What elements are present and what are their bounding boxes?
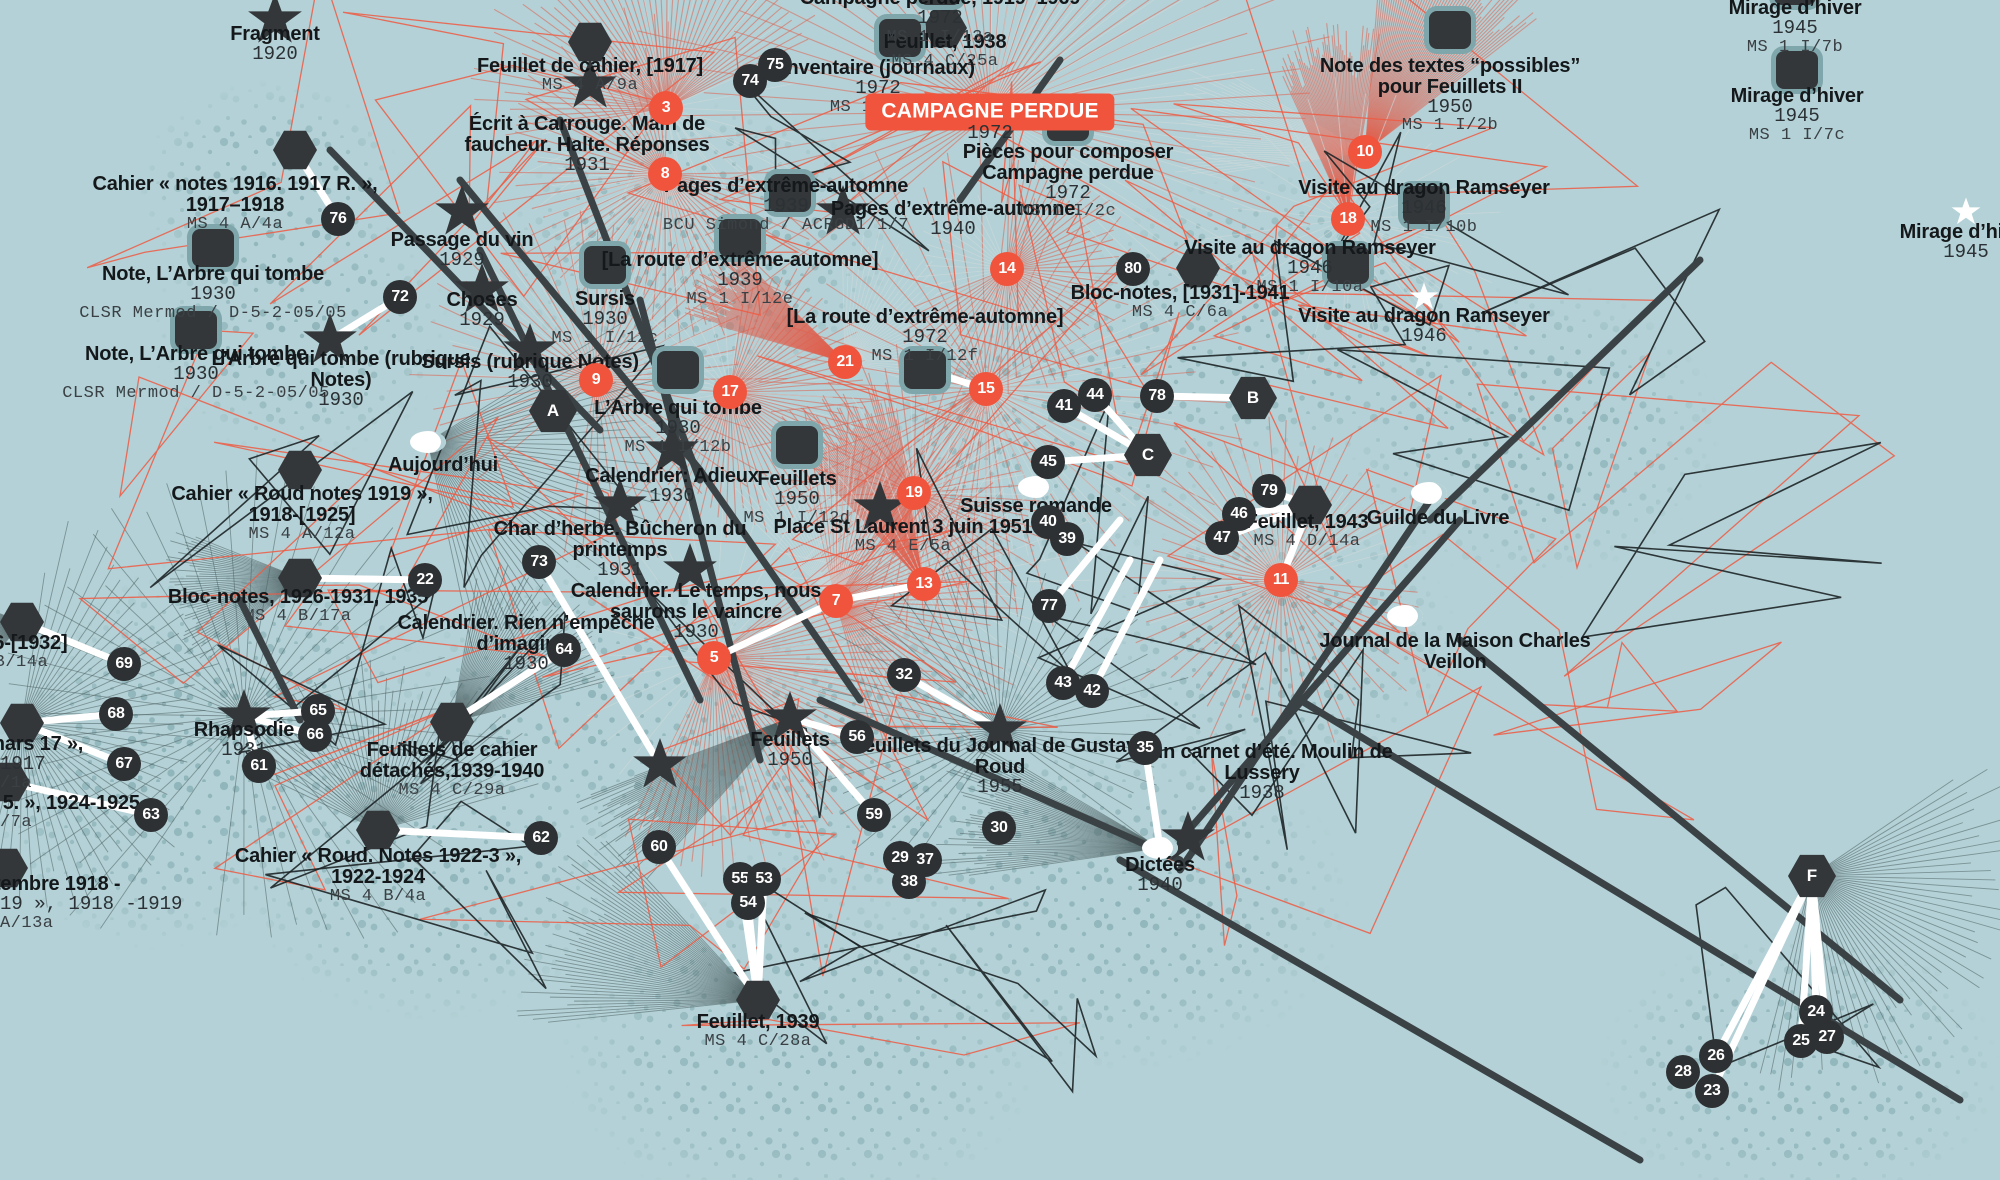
map-node-cahier-roud-1919[interactable] bbox=[278, 450, 322, 490]
node-badge-23[interactable]: 23 bbox=[1695, 1074, 1729, 1108]
node-badge-28[interactable]: 28 bbox=[1666, 1055, 1700, 1089]
letter-node-B[interactable]: B bbox=[1229, 376, 1277, 420]
map-node-feuillet-1943[interactable] bbox=[1288, 485, 1332, 525]
node-badge-21[interactable]: 21 bbox=[828, 345, 862, 379]
node-badge-43[interactable]: 43 bbox=[1046, 666, 1080, 700]
node-badge-47[interactable]: 47 bbox=[1205, 521, 1239, 555]
node-badge-41[interactable]: 41 bbox=[1047, 389, 1081, 423]
node-badge-76[interactable]: 76 bbox=[321, 202, 355, 236]
node-badge-19[interactable]: 19 bbox=[897, 476, 931, 510]
node-badge-5[interactable]: 5 bbox=[697, 641, 731, 675]
node-badge-78[interactable]: 78 bbox=[1140, 379, 1174, 413]
map-node-mirage-hiver-7b[interactable] bbox=[1774, 0, 1816, 5]
node-badge-30[interactable]: 30 bbox=[982, 811, 1016, 845]
node-badge-73[interactable]: 73 bbox=[522, 545, 556, 579]
map-node-note-arbre-1[interactable] bbox=[192, 229, 234, 267]
map-node-la-route-1939[interactable] bbox=[719, 219, 761, 257]
node-badge-9[interactable]: 9 bbox=[579, 363, 613, 397]
node-badge-63[interactable]: 63 bbox=[134, 798, 168, 832]
map-node-feuillets-detaches[interactable] bbox=[430, 702, 474, 742]
node-badge-25[interactable]: 25 bbox=[1784, 1024, 1818, 1058]
map-node-roud-notes-1922[interactable] bbox=[356, 810, 400, 850]
map-node-dictees[interactable] bbox=[1142, 837, 1178, 859]
node-badge-66[interactable]: 66 bbox=[298, 718, 332, 752]
node-badge-14[interactable]: 14 bbox=[990, 252, 1024, 286]
map-node-campagne-perdue-1919[interactable] bbox=[919, 0, 961, 5]
node-badge-59[interactable]: 59 bbox=[857, 798, 891, 832]
node-badge-17[interactable]: 17 bbox=[713, 375, 747, 409]
node-badge-69[interactable]: 69 bbox=[107, 647, 141, 681]
map-node-bloc-notes-1926-1931[interactable] bbox=[278, 558, 322, 598]
map-node-sursis[interactable] bbox=[584, 246, 626, 284]
map-node-la-route-1972[interactable] bbox=[904, 351, 946, 389]
map-node-visite-dragon-10a[interactable] bbox=[1327, 246, 1369, 284]
campagne-perdue-pill[interactable]: CAMPAGNE PERDUE bbox=[865, 93, 1115, 131]
map-node-aujourdhui[interactable] bbox=[410, 431, 446, 453]
node-badge-77[interactable]: 77 bbox=[1032, 589, 1066, 623]
node-badge-38[interactable]: 38 bbox=[892, 865, 926, 899]
map-node-journal-veillon[interactable] bbox=[1387, 605, 1423, 627]
map-node-guilde-du-livre[interactable] bbox=[1411, 482, 1447, 504]
node-badge-10[interactable]: 10 bbox=[1348, 135, 1382, 169]
node-badge-54[interactable]: 54 bbox=[731, 886, 765, 920]
map-node-inventaire[interactable] bbox=[879, 19, 921, 57]
map-node-note-arbre-2[interactable] bbox=[175, 311, 217, 349]
node-badge-32[interactable]: 32 bbox=[887, 658, 921, 692]
node-badge-61[interactable]: 61 bbox=[242, 749, 276, 783]
node-badge-35[interactable]: 35 bbox=[1128, 731, 1162, 765]
map-node-suisse-romande[interactable] bbox=[1018, 476, 1054, 498]
map-node-cahier-notes-1916[interactable] bbox=[273, 130, 317, 170]
node-badge-3[interactable]: 3 bbox=[649, 91, 683, 125]
map-node-cahier-1926-1932[interactable] bbox=[0, 602, 44, 642]
node-badge-75[interactable]: 75 bbox=[758, 48, 792, 82]
node-badge-60[interactable]: 60 bbox=[642, 830, 676, 864]
node-badge-42[interactable]: 42 bbox=[1075, 674, 1109, 708]
node-badge-18[interactable]: 18 bbox=[1331, 202, 1365, 236]
map-node-mirage-hiver-7c[interactable] bbox=[1776, 51, 1818, 89]
node-badge-45[interactable]: 45 bbox=[1031, 445, 1065, 479]
letter-node-C[interactable]: C bbox=[1124, 433, 1172, 477]
node-badge-11[interactable]: 11 bbox=[1264, 563, 1298, 597]
node-badge-7[interactable]: 7 bbox=[819, 584, 853, 618]
node-badge-68[interactable]: 68 bbox=[99, 697, 133, 731]
node-badge-67[interactable]: 67 bbox=[107, 747, 141, 781]
node-badge-56[interactable]: 56 bbox=[840, 720, 874, 754]
letter-node-A[interactable]: A bbox=[529, 389, 577, 433]
map-node-visite-dragon-10b[interactable] bbox=[1403, 186, 1445, 224]
map-node-cahier-avril-1916[interactable] bbox=[0, 703, 44, 743]
map-node-feuillets-1950[interactable] bbox=[776, 426, 818, 464]
node-badge-15[interactable]: 15 bbox=[969, 372, 1003, 406]
node-badge-79[interactable]: 79 bbox=[1252, 474, 1286, 508]
node-badge-72[interactable]: 72 bbox=[383, 280, 417, 314]
map-node-arbre-qui-tombe[interactable] bbox=[657, 351, 699, 389]
node-badge-62[interactable]: 62 bbox=[524, 821, 558, 855]
node-badge-80[interactable]: 80 bbox=[1116, 252, 1150, 286]
node-badge-64[interactable]: 64 bbox=[547, 633, 581, 667]
map-node-bloc-notes-1931-1941[interactable] bbox=[1176, 248, 1220, 288]
node-badge-44[interactable]: 44 bbox=[1078, 378, 1112, 412]
map-node-note-textes-possibles[interactable] bbox=[1429, 11, 1471, 49]
node-badge-26[interactable]: 26 bbox=[1699, 1039, 1733, 1073]
map-node-pages-extreme-automne-1939[interactable] bbox=[769, 174, 811, 212]
node-badge-13[interactable]: 13 bbox=[907, 567, 941, 601]
node-badge-22[interactable]: 22 bbox=[408, 563, 442, 597]
node-badge-39[interactable]: 39 bbox=[1050, 522, 1084, 556]
node-badge-8[interactable]: 8 bbox=[648, 157, 682, 191]
